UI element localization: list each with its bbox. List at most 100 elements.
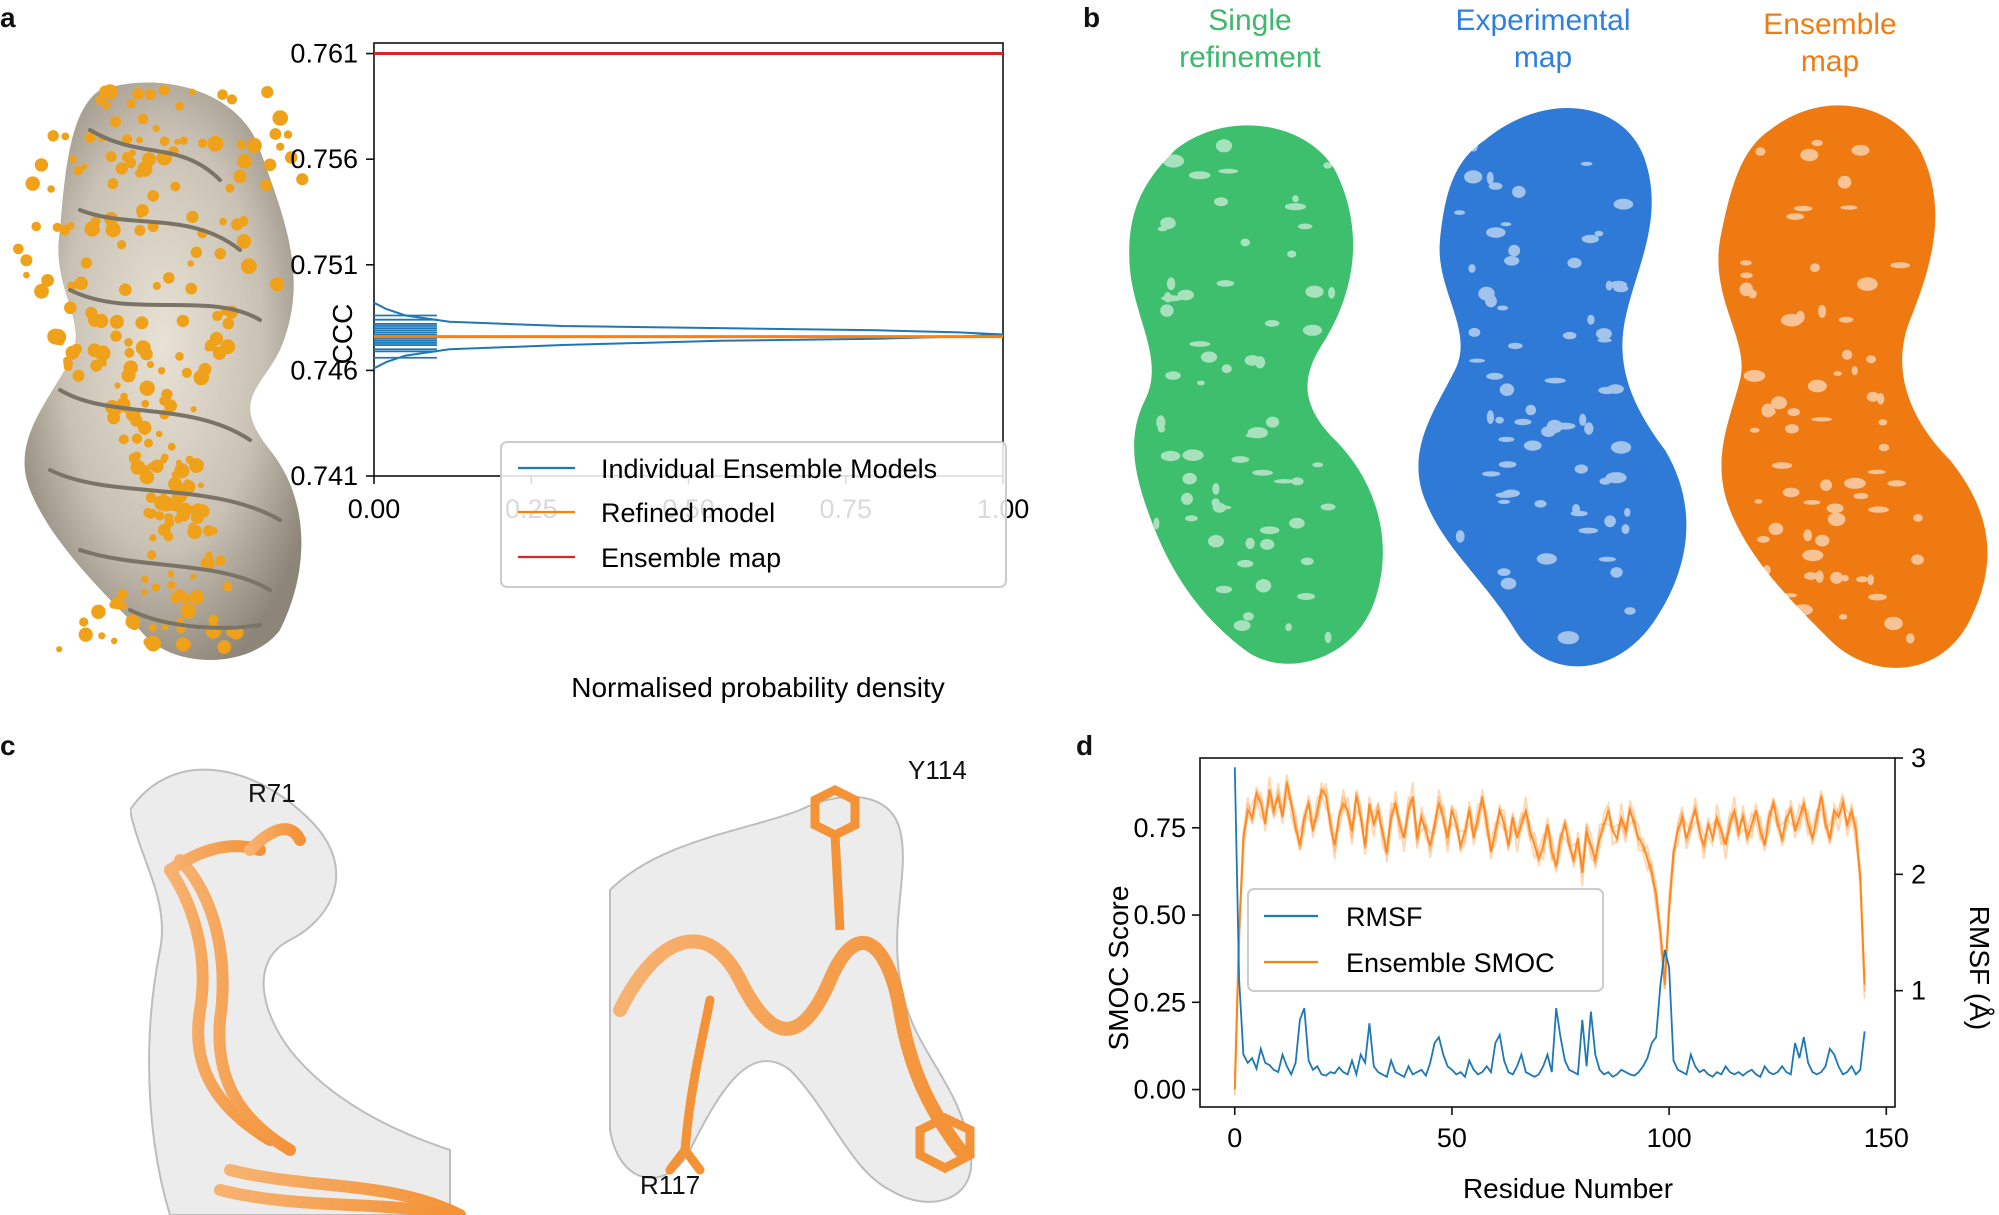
- density-gap: [1166, 277, 1176, 291]
- side-chain-dot: [198, 138, 208, 148]
- side-chain-dot: [146, 361, 154, 369]
- density-gap: [1911, 554, 1924, 565]
- side-chain-dot: [23, 271, 30, 279]
- density-gap: [1285, 623, 1292, 632]
- density-gap: [1197, 380, 1205, 386]
- density-gap: [1574, 464, 1588, 474]
- density-gap: [1780, 313, 1803, 327]
- density-gap: [1768, 522, 1784, 535]
- smoc-legend: RMSF Ensemble SMOC: [1247, 888, 1604, 992]
- y-tick-label: 0.50: [1133, 900, 1186, 930]
- side-chain-dot: [168, 477, 183, 492]
- side-chain-dot: [110, 637, 118, 645]
- density-gap: [1504, 256, 1520, 266]
- density-gap: [1216, 280, 1235, 287]
- side-chain-dot: [109, 314, 124, 329]
- density-gap: [1584, 422, 1594, 435]
- y-tick-label: 0.75: [1133, 813, 1186, 843]
- density-gap: [1830, 571, 1844, 584]
- density-gap: [1498, 461, 1517, 468]
- side-chain-dot: [147, 508, 158, 518]
- side-chain-dot: [158, 84, 170, 96]
- density-gap: [1544, 377, 1566, 384]
- side-chain-dot: [61, 132, 70, 141]
- y-tick-label: 0.741: [290, 461, 358, 491]
- side-chain-dot: [209, 332, 224, 346]
- side-chain-dot: [162, 624, 169, 631]
- density-gap: [1302, 324, 1323, 336]
- density-gap: [1624, 508, 1631, 517]
- side-chain-dot: [167, 570, 175, 578]
- density-gap: [1787, 408, 1800, 417]
- density-gap: [1794, 205, 1813, 212]
- smoc-plot-frame: [1199, 757, 1896, 1108]
- side-chain-dot: [215, 555, 226, 566]
- density-gap: [1525, 404, 1537, 416]
- density-gap: [1851, 144, 1870, 156]
- density-gap: [1482, 471, 1501, 477]
- density-gap: [1841, 349, 1853, 360]
- density-gap: [1809, 263, 1820, 273]
- side-chain-dot: [284, 151, 298, 164]
- density-gap: [1749, 427, 1760, 433]
- density-gap: [1497, 568, 1511, 576]
- density-gap: [1841, 574, 1849, 582]
- density-gap: [1454, 210, 1466, 215]
- density-gap: [1624, 607, 1636, 615]
- side-chain-dot: [100, 360, 107, 367]
- side-chain-dot: [110, 116, 121, 128]
- side-chain-dot: [147, 550, 157, 560]
- density-gap: [1878, 443, 1890, 452]
- density-gap: [1292, 195, 1299, 203]
- side-chain-dot: [121, 151, 133, 163]
- side-chain-dot: [276, 142, 285, 151]
- side-chain-dot: [208, 614, 219, 625]
- density-gap: [1455, 530, 1465, 543]
- side-chain-dot: [105, 151, 117, 163]
- side-chain-dot: [145, 492, 157, 504]
- legend-frame: [500, 441, 1007, 588]
- label-y114: Y114: [908, 755, 967, 785]
- density-gap: [1815, 534, 1830, 547]
- density-gap: [1840, 205, 1858, 210]
- density-gap: [1468, 327, 1481, 337]
- map-title-experimental: Experimental map: [1423, 2, 1663, 76]
- map-title-single-refinement: Single refinement: [1130, 2, 1370, 76]
- side-chain-dot: [157, 367, 166, 375]
- side-chain-dot: [71, 343, 82, 355]
- density-gap: [1771, 462, 1793, 469]
- density-maps: [1129, 105, 1988, 668]
- density-gap: [1212, 483, 1220, 495]
- side-chain-dot: [126, 98, 136, 109]
- density-gap: [1804, 572, 1818, 580]
- density-gap: [1594, 230, 1604, 237]
- density-gap: [1188, 171, 1211, 180]
- side-chain-dot: [63, 356, 71, 364]
- side-chain-dot: [203, 525, 215, 537]
- side-chain-dot: [110, 330, 122, 342]
- map-title-line: Experimental: [1455, 4, 1631, 37]
- side-chain-dot: [190, 511, 204, 524]
- density-gap: [1323, 162, 1333, 169]
- side-chain-dot: [121, 134, 133, 145]
- side-chain-dot: [181, 367, 192, 378]
- side-chain-dot: [160, 453, 169, 462]
- density-gap: [1181, 492, 1193, 505]
- legend-label-ensemble-map: Ensemble map: [601, 543, 781, 573]
- density-gap: [1579, 413, 1587, 426]
- density-gap: [1771, 396, 1787, 410]
- density-gap: [1240, 238, 1251, 247]
- side-chain-dot: [68, 155, 77, 164]
- side-chain-dot: [56, 646, 63, 653]
- side-chain-dot: [145, 635, 162, 652]
- panel-letter-c: c: [0, 730, 16, 761]
- side-chain-dot: [79, 617, 89, 627]
- side-chain-dot: [47, 328, 64, 345]
- side-chain-dot: [124, 347, 135, 358]
- density-gap: [1878, 419, 1888, 426]
- side-chain-dot: [47, 130, 59, 142]
- density-gap: [1168, 140, 1175, 147]
- legend-frame: [1247, 888, 1604, 992]
- side-chain-dot: [246, 137, 262, 154]
- density-gap: [1200, 351, 1218, 363]
